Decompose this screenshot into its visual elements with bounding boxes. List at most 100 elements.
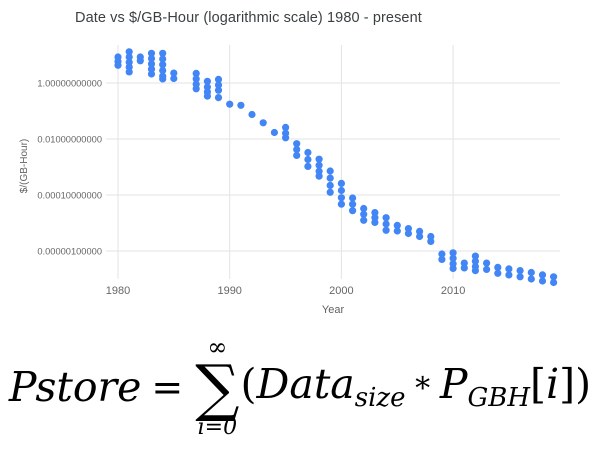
data-point <box>516 273 524 281</box>
term-data: Data <box>256 359 355 408</box>
formula-lhs: Pstore <box>8 362 142 411</box>
y-tick-label: 0.01000000000 <box>37 135 102 145</box>
data-point <box>360 216 368 224</box>
equals-sign: = <box>151 365 184 409</box>
data-point <box>293 145 301 154</box>
data-point <box>203 77 211 85</box>
x-axis-title: Year <box>322 304 345 316</box>
data-point <box>527 275 535 283</box>
data-point <box>349 207 357 215</box>
data-point <box>282 134 290 142</box>
data-point <box>483 259 491 267</box>
data-point <box>293 151 301 159</box>
data-point <box>449 264 457 272</box>
data-point <box>136 57 144 65</box>
data-point <box>315 161 323 169</box>
subscript-gbh: GBH <box>467 382 531 413</box>
data-point <box>326 188 334 196</box>
data-point <box>360 210 368 218</box>
formula: Pstore = ∞ ∑ i=0 (Datasize ∗ PGBH[i]) <box>0 323 600 451</box>
y-tick-label: 0.00000100000 <box>37 247 102 257</box>
x-tick-label: 1990 <box>217 285 241 297</box>
x-tick-label: 2000 <box>329 285 353 297</box>
data-point <box>315 155 323 163</box>
y-tick-label: 0.00010000000 <box>37 191 102 201</box>
data-point <box>147 60 156 68</box>
data-point <box>192 75 200 83</box>
data-point <box>214 81 223 89</box>
data-point <box>550 273 558 281</box>
asterisk-operator: ∗ <box>412 364 433 400</box>
data-point <box>337 200 345 208</box>
data-point <box>326 174 334 182</box>
x-tick-label: 1980 <box>106 285 130 297</box>
data-point <box>337 186 345 195</box>
data-point <box>550 278 558 287</box>
data-point <box>382 214 390 222</box>
data-point <box>337 179 345 187</box>
data-point <box>393 221 401 229</box>
data-point <box>304 148 312 157</box>
data-point <box>147 49 156 57</box>
data-point <box>505 265 513 273</box>
summation: ∞ ∑ i=0 <box>195 335 239 438</box>
data-point <box>159 61 167 69</box>
sum-lower-limit: i=0 <box>197 414 238 440</box>
data-point <box>438 255 446 263</box>
data-point <box>214 75 223 83</box>
data-point <box>393 227 401 235</box>
data-point <box>304 162 312 170</box>
data-point <box>494 269 502 277</box>
chart-title: Date vs $/GB-Hour (logarithmic scale) 19… <box>75 10 422 26</box>
data-point <box>538 271 547 279</box>
data-point <box>282 123 290 131</box>
data-point <box>248 110 256 119</box>
data-point <box>326 181 334 189</box>
data-point <box>326 167 334 175</box>
data-point <box>382 220 390 228</box>
data-point <box>349 200 357 208</box>
data-point <box>147 54 156 63</box>
data-point <box>315 172 323 180</box>
scatter-chart: 1980 1990 2000 2010 1.00000000000 0.010000000… <box>19 45 560 316</box>
infinity-symbol: ∞ <box>207 333 228 362</box>
data-point <box>159 75 167 83</box>
data-point <box>226 100 234 108</box>
data-point <box>471 257 479 265</box>
data-point <box>125 48 133 56</box>
y-tick-label: 1.00000000000 <box>37 79 102 89</box>
data-point <box>360 204 368 213</box>
data-point <box>449 249 457 257</box>
index-i: i <box>546 359 560 408</box>
data-point <box>270 128 278 137</box>
data-point <box>293 140 301 148</box>
sigma-icon: ∑ <box>195 351 240 425</box>
data-point <box>438 250 446 258</box>
data-point <box>371 209 379 217</box>
data-point <box>538 277 547 285</box>
data-point <box>427 237 435 245</box>
data-point <box>159 66 167 75</box>
data-point <box>337 194 345 202</box>
data-point <box>416 232 424 241</box>
data-point <box>304 155 312 164</box>
data-point <box>349 194 357 202</box>
data-point <box>170 69 178 77</box>
data-point <box>159 49 167 57</box>
data-point <box>125 68 133 76</box>
data-point <box>371 218 379 226</box>
subscript-size: size <box>354 382 406 413</box>
data-point <box>483 265 491 273</box>
data-point <box>125 53 133 61</box>
data-point <box>214 94 223 102</box>
data-point <box>192 85 200 93</box>
data-point <box>170 74 178 83</box>
data-point <box>382 226 390 234</box>
data-point <box>505 271 513 279</box>
data-point <box>114 61 122 69</box>
data-point <box>214 86 223 94</box>
data-point <box>449 254 457 262</box>
term-p: P <box>439 359 468 408</box>
x-tick-label: 2010 <box>441 285 465 297</box>
